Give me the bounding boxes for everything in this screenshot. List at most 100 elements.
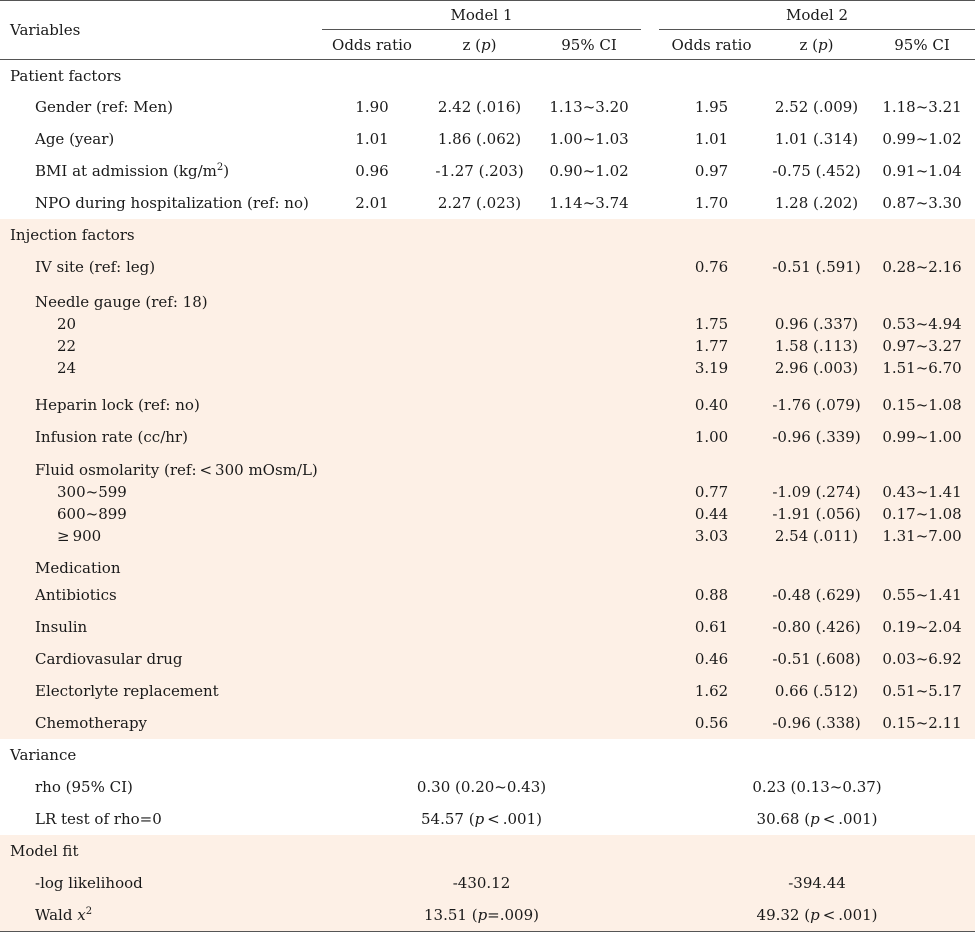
table-row: Chemotherapy 0.56 -0.96 (.338) 0.15~2.11 bbox=[0, 707, 975, 739]
table-row: Antibiotics 0.88 -0.48 (.629) 0.55~1.41 bbox=[0, 579, 975, 611]
section-row: Injection factors bbox=[0, 219, 975, 251]
table-row: Insulin 0.61 -0.80 (.426) 0.19~2.04 bbox=[0, 611, 975, 643]
header-row-2: Odds ratio z (p) 95% CI Odds ratio z (p)… bbox=[0, 30, 975, 60]
cell: -0.96 (.339) bbox=[764, 421, 870, 453]
table-row: Fluid osmolarity (ref: < 300 mOsm/L) 300… bbox=[0, 453, 975, 557]
cell-wald-m2: 49.32 (p < .001) bbox=[659, 899, 975, 932]
cell: -1.76 (.079) bbox=[764, 389, 870, 421]
cell-ll-m1: -430.12 bbox=[322, 867, 642, 899]
section-row: Variance bbox=[0, 739, 975, 771]
table-row: IV site (ref: leg) 0.76 -0.51 (.591) 0.2… bbox=[0, 251, 975, 283]
table-row: Cardiovasular drug 0.46 -0.51 (.608) 0.0… bbox=[0, 643, 975, 675]
cell-lr-m2: 30.68 (p < .001) bbox=[756, 810, 878, 828]
table-row: BMI at admission (kg/m2) 0.96 -1.27 (.20… bbox=[0, 155, 975, 187]
cell: 1.14~3.74 bbox=[549, 194, 629, 212]
cell: 0.15~1.08 bbox=[869, 389, 975, 421]
section-model-fit: Model fit bbox=[0, 835, 322, 867]
cell: 0.76 bbox=[659, 251, 765, 283]
row-label: rho (95% CI) bbox=[35, 778, 133, 796]
cell: 1.01 bbox=[694, 130, 729, 148]
osm-or-cells: 0.77 0.44 3.03 bbox=[659, 453, 765, 557]
cell: 0.51~5.17 bbox=[869, 675, 975, 707]
row-label: Needle gauge (ref: 18) bbox=[35, 293, 208, 311]
table-row: Electorlyte replacement 1.62 0.66 (.512)… bbox=[0, 675, 975, 707]
cell: 2.01 bbox=[355, 194, 389, 212]
cell: 0.15~2.11 bbox=[869, 707, 975, 739]
cell: 1.95 bbox=[694, 98, 729, 116]
cell: -0.51 (.608) bbox=[764, 643, 870, 675]
cell: -1.27 (.203) bbox=[435, 162, 524, 180]
cell: 0.40 bbox=[659, 389, 765, 421]
table-row: Needle gauge (ref: 18) 20 22 24 1.75 1.77… bbox=[0, 283, 975, 389]
level-label: 22 bbox=[57, 337, 77, 355]
cell: 2.27 (.023) bbox=[437, 194, 522, 212]
cell: 0.96 bbox=[355, 162, 389, 180]
table-row: Age (year) 1.01 1.86 (.062) 1.00~1.03 1.… bbox=[0, 123, 975, 155]
level-label: ≥ 900 bbox=[57, 527, 102, 545]
cell: 1.01 bbox=[355, 130, 389, 148]
m2-ci-header: 95% CI bbox=[894, 35, 950, 54]
cell: 1.28 (.202) bbox=[774, 194, 859, 212]
m1-ci-header: 95% CI bbox=[561, 35, 617, 54]
variables-header: Variables bbox=[0, 0, 322, 60]
m1-z-header: z (p) bbox=[462, 35, 497, 54]
cell: 0.55~1.41 bbox=[869, 579, 975, 611]
cell-lr-m1: 54.57 (p < .001) bbox=[421, 810, 542, 828]
cell: -0.48 (.629) bbox=[764, 579, 870, 611]
row-label: IV site (ref: leg) bbox=[0, 251, 322, 283]
section-row: Model fit bbox=[0, 835, 975, 867]
osm-ci-cells: 0.43~1.41 0.17~1.08 1.31~7.00 bbox=[869, 453, 975, 557]
cell: 1.00 bbox=[659, 421, 765, 453]
level-label: 20 bbox=[57, 315, 77, 333]
cell: 1.18~3.21 bbox=[882, 98, 962, 116]
cell: 0.03~6.92 bbox=[869, 643, 975, 675]
cell: 1.70 bbox=[694, 194, 729, 212]
row-label: -log likelihood bbox=[0, 867, 322, 899]
cell: 1.01 (.314) bbox=[774, 130, 859, 148]
cell: 0.66 (.512) bbox=[764, 675, 870, 707]
cell: 2.52 (.009) bbox=[774, 98, 859, 116]
cell-ll-m2: -394.44 bbox=[659, 867, 975, 899]
section-patient-factors: Patient factors bbox=[10, 66, 122, 85]
cell: -0.80 (.426) bbox=[764, 611, 870, 643]
cell: 0.28~2.16 bbox=[869, 251, 975, 283]
cell: -0.75 (.452) bbox=[772, 162, 861, 180]
row-label: Insulin bbox=[0, 611, 322, 643]
cell: 1.62 bbox=[659, 675, 765, 707]
needle-ci-cells: 0.53~4.94 0.97~3.27 1.51~6.70 bbox=[869, 283, 975, 389]
table-row: Medication bbox=[0, 557, 975, 579]
cell: 0.88 bbox=[659, 579, 765, 611]
table-row: Infusion rate (cc/hr) 1.00 -0.96 (.339) … bbox=[0, 421, 975, 453]
cell: -0.51 (.591) bbox=[764, 251, 870, 283]
cell: 1.00~1.03 bbox=[549, 130, 629, 148]
level-label: 300~599 bbox=[57, 483, 127, 501]
cell: 0.97 bbox=[694, 162, 729, 180]
row-label: Infusion rate (cc/hr) bbox=[0, 421, 322, 453]
cell: 1.90 bbox=[355, 98, 389, 116]
cell: 0.87~3.30 bbox=[882, 194, 962, 212]
m1-or-header: Odds ratio bbox=[332, 35, 412, 54]
row-label: Wald x2 bbox=[0, 899, 322, 932]
cell: 0.56 bbox=[659, 707, 765, 739]
header-row-1: Variables Model 1 Model 2 bbox=[0, 0, 975, 60]
table-row: LR test of rho=0 54.57 (p < .001) 30.68 … bbox=[0, 803, 975, 835]
cell: 0.99~1.02 bbox=[882, 130, 962, 148]
cell: 0.90~1.02 bbox=[549, 162, 629, 180]
m2-or-header: Odds ratio bbox=[671, 35, 752, 54]
level-label: 24 bbox=[57, 359, 77, 377]
row-label: LR test of rho=0 bbox=[35, 810, 162, 828]
osmolarity-labels: Fluid osmolarity (ref: < 300 mOsm/L) 300… bbox=[0, 453, 322, 557]
cell: 0.91~1.04 bbox=[882, 162, 962, 180]
row-label: Gender (ref: Men) bbox=[35, 98, 173, 116]
row-label: Age (year) bbox=[35, 130, 115, 148]
cell: 2.42 (.016) bbox=[437, 98, 522, 116]
cell-rho-m2: 0.23 (0.13~0.37) bbox=[752, 778, 882, 796]
cell-rho-m1: 0.30 (0.20~0.43) bbox=[416, 778, 547, 796]
row-label: NPO during hospitalization (ref: no) bbox=[35, 194, 309, 212]
needle-or-cells: 1.75 1.77 3.19 bbox=[659, 283, 765, 389]
model1-header: Model 1 bbox=[322, 0, 642, 30]
cell: 1.86 (.062) bbox=[437, 130, 522, 148]
cell: -0.96 (.338) bbox=[764, 707, 870, 739]
needle-gauge-labels: Needle gauge (ref: 18) 20 22 24 bbox=[0, 283, 322, 389]
